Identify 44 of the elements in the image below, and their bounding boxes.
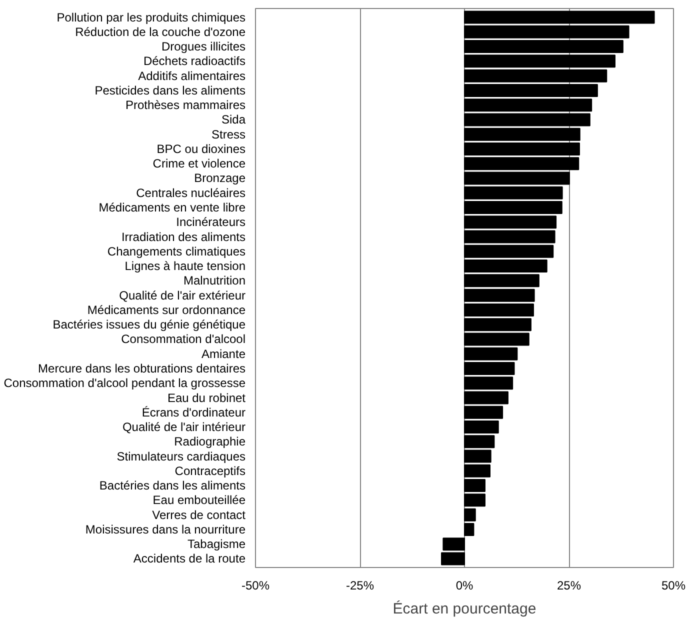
x-tick-label: 50% [661, 578, 686, 592]
y-tick-label: Accidents de la route [133, 552, 246, 566]
y-tick-label: Incinérateurs [176, 215, 246, 230]
y-tick-label: Eau du robinet [167, 390, 246, 405]
y-tick-label: Irradiation des aliments [121, 230, 246, 244]
y-tick-label: Qualité de l'air intérieur [122, 420, 246, 434]
y-tick-label: Eau embouteillée [152, 493, 246, 508]
y-tick-label: Stimulateurs cardiaques [116, 449, 246, 464]
y-tick-label: Drogues illicites [161, 40, 246, 54]
y-tick-label: Qualité de l'air extérieur [119, 288, 246, 302]
y-tick-label: Consommation d'alcool [121, 332, 246, 346]
y-tick-label: Écrans d'ordinateur [142, 405, 246, 420]
y-tick-label: Changements climatiques [107, 244, 246, 258]
x-tick-label: -50% [241, 578, 270, 592]
x-tick-label: 25% [556, 578, 582, 592]
y-tick-label: Centrales nucléaires [136, 186, 246, 200]
y-tick-label: Prothèses mammaires [125, 98, 246, 112]
y-tick-label: Médicaments sur ordonnance [87, 302, 246, 317]
x-tick-label: -25% [346, 578, 374, 592]
y-tick-label: Consommation d'alcool pendant la grossesse [4, 376, 246, 390]
y-tick-label: Amiante [201, 346, 246, 361]
y-tick-label: Déchets radioactifs [143, 54, 246, 68]
y-tick-label: Tabagisme [187, 537, 246, 552]
y-tick-label: Contraceptifs [174, 464, 246, 478]
y-tick-label: Stress [211, 127, 246, 142]
y-tick-label: Crime et violence [152, 156, 246, 171]
y-tick-label: Pollution par les produits chimiques [56, 10, 246, 24]
x-axis-title: Écart en pourcentage [392, 600, 536, 618]
y-tick-label: Verres de contact [152, 508, 246, 522]
y-tick-label: Pesticides dans les aliments [94, 83, 246, 98]
y-tick-label: BPC ou dioxines [156, 142, 246, 156]
y-tick-label: Sida [221, 112, 246, 127]
y-tick-label: Bactéries issues du génie génétique [52, 318, 246, 332]
y-tick-label: Médicaments en vente libre [98, 200, 246, 215]
y-tick-label: Radiographie [174, 434, 246, 449]
y-tick-label: Mercure dans les obturations dentaires [38, 361, 246, 376]
x-tick-label: 0% [456, 578, 474, 592]
y-tick-label: Lignes à haute tension [124, 259, 246, 274]
y-tick-label: Réduction de la couche d'ozone [75, 24, 246, 39]
y-tick-label: Bronzage [194, 171, 246, 186]
y-tick-label: Bactéries dans les aliments [99, 478, 246, 493]
y-tick-label: Malnutrition [183, 274, 246, 288]
y-tick-label: Moisissures dans la nourriture [85, 522, 246, 536]
y-tick-label: Additifs alimentaires [138, 68, 246, 83]
